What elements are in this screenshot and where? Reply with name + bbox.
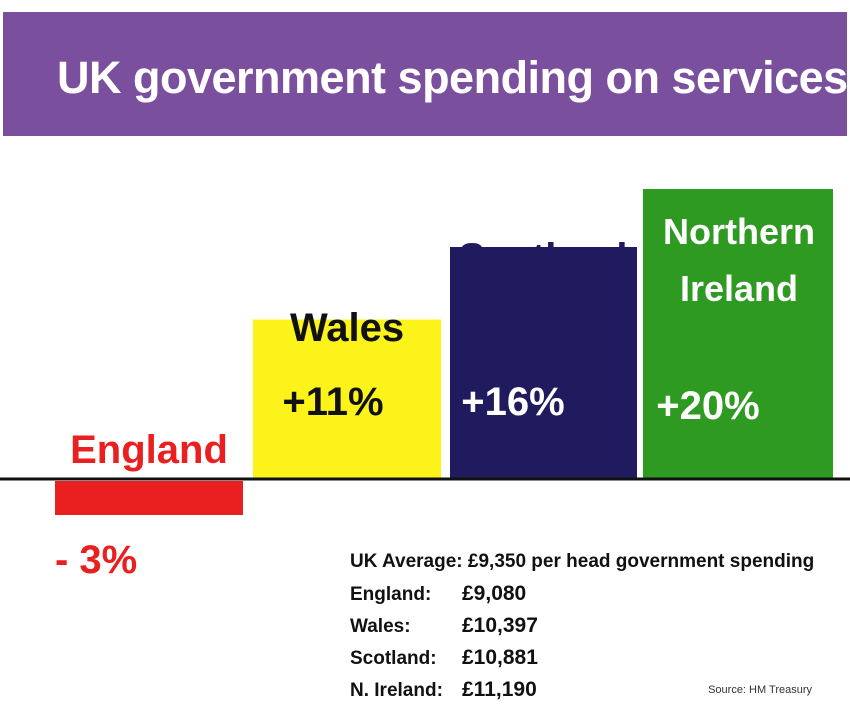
value-label-northern-ireland: +20% [656, 384, 759, 428]
stats-value: £9,080 [462, 582, 527, 605]
stats-value: £10,881 [462, 646, 538, 669]
stats-row-england: England: £9,080 [350, 578, 814, 610]
stats-label: Scotland: [350, 648, 437, 669]
spending-stats: UK Average: £9,350 per head government s… [350, 546, 814, 706]
category-label-wales: Wales [290, 306, 404, 350]
bar-wales [253, 319, 441, 479]
stats-average: UK Average: £9,350 per head government s… [350, 551, 815, 572]
value-label-scotland: +16% [461, 380, 564, 424]
stats-label: England: [350, 584, 432, 605]
stats-value: £10,397 [462, 614, 538, 637]
bar-scotland [450, 247, 637, 479]
stats-row-northern-ireland: N. Ireland: £11,190 [350, 674, 814, 706]
bar-northern-ireland [643, 189, 833, 479]
category-label-scotland: Scotland [459, 236, 628, 280]
stats-row-scotland: Scotland: £10,881 [350, 642, 814, 674]
value-label-wales: +11% [282, 380, 383, 424]
stats-row-wales: Wales: £10,397 [350, 610, 814, 642]
bar-england [55, 481, 243, 515]
title-banner: UK government spending on services [3, 12, 848, 136]
value-label-england: - 3% [55, 538, 137, 582]
source-note: Source: HM Treasury [708, 684, 812, 696]
stats-label: Wales: [350, 616, 411, 637]
category-label-northern-ireland: Northern Ireland [663, 211, 815, 309]
chart-title: UK government spending on services [57, 52, 848, 103]
category-label-england: England [70, 428, 228, 472]
stats-label: N. Ireland: [350, 680, 443, 701]
stats-value: £11,190 [462, 678, 537, 701]
